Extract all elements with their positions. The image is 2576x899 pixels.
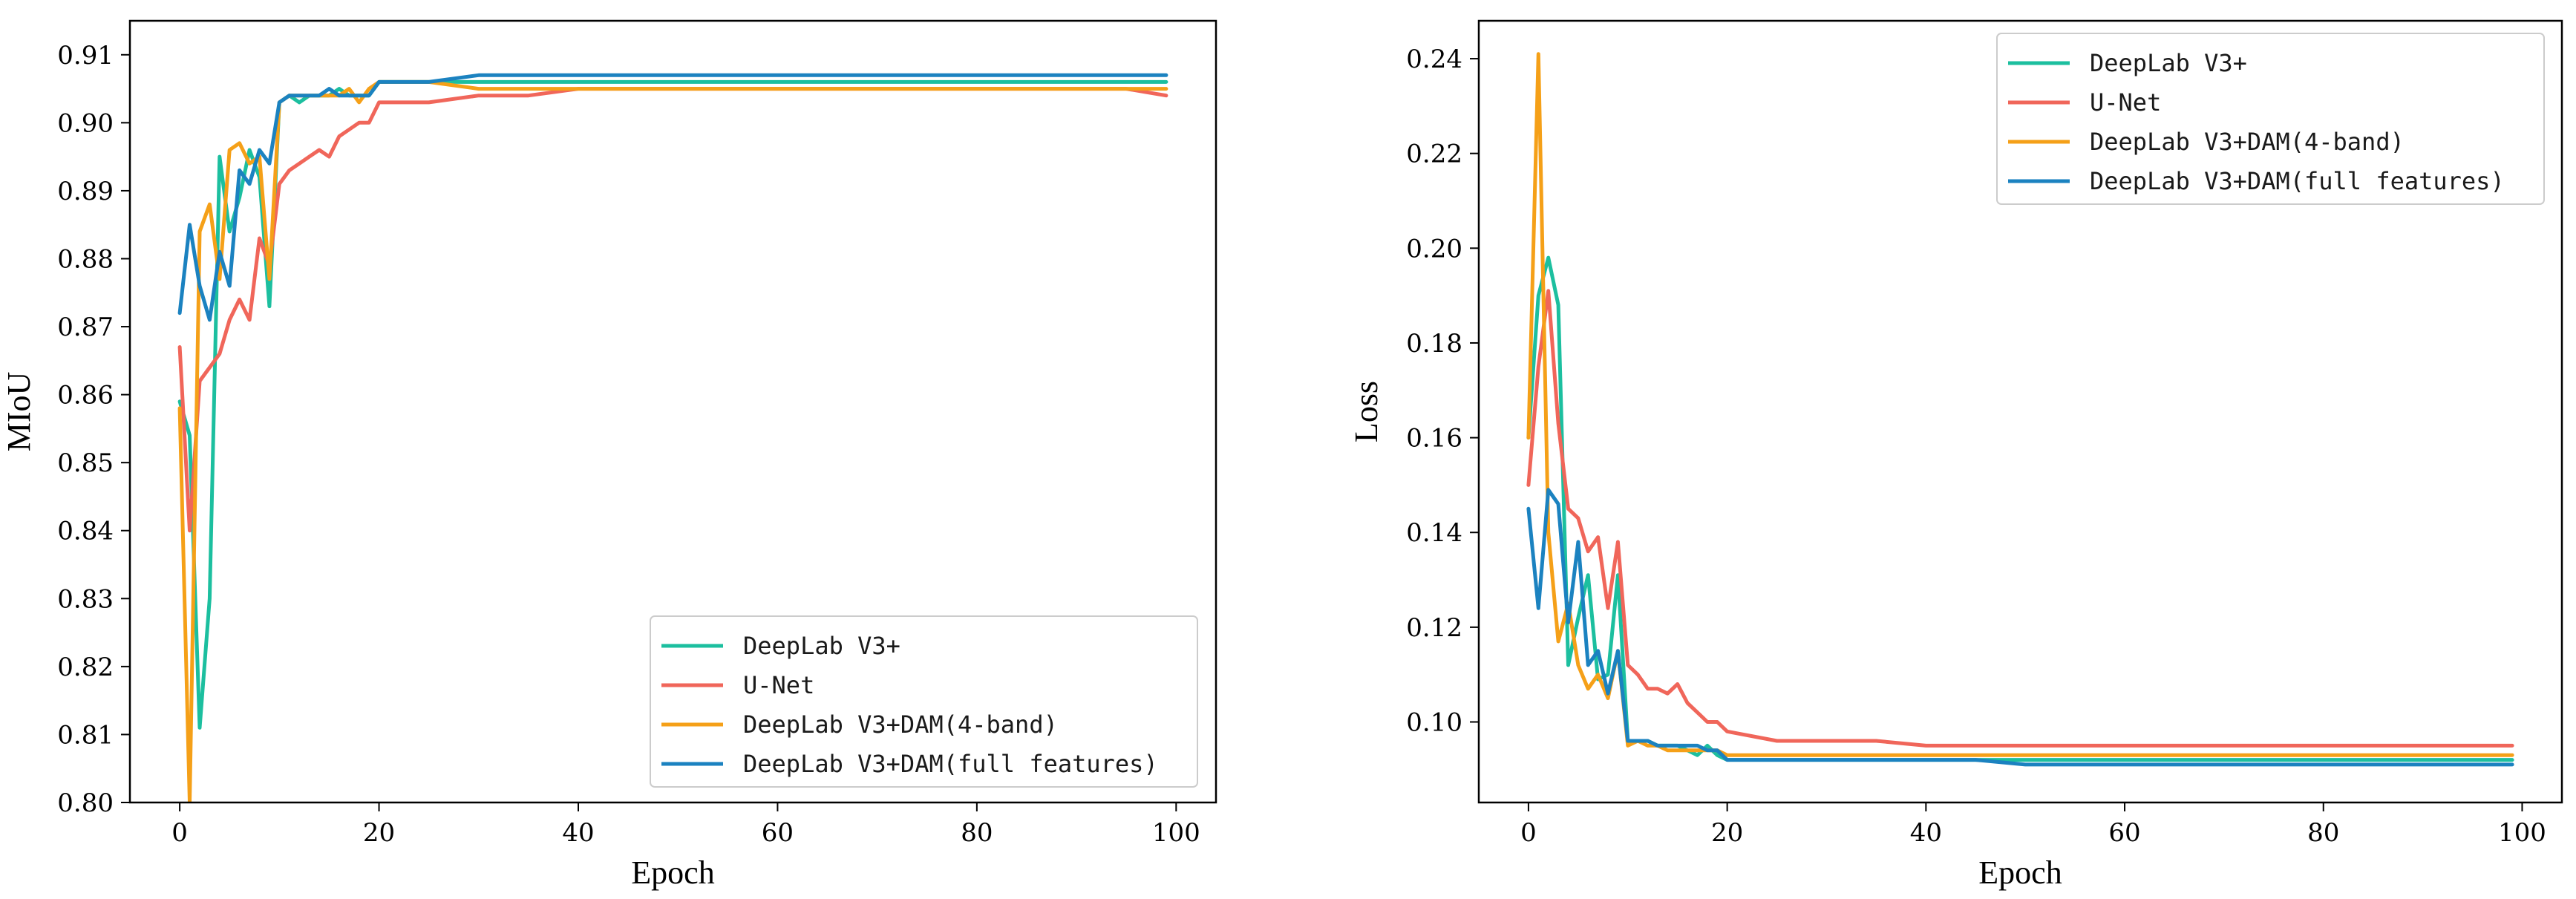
x-tick-label: 0 (171, 818, 188, 848)
y-tick-label: 0.85 (57, 448, 114, 478)
y-tick-label: 0.84 (57, 517, 114, 546)
y-tick-label: 0.82 (57, 653, 114, 682)
y-tick-label: 0.90 (57, 108, 114, 138)
legend-label-1: U-Net (2090, 88, 2161, 117)
y-tick-label: 0.88 (57, 244, 114, 274)
legend: DeepLab V3+ U-Net DeepLab V3+DAM(4-band) De… (650, 615, 1198, 788)
x-tick-label: 0 (1520, 818, 1537, 848)
y-axis-label: MIoU (1, 372, 37, 452)
axes-frame (1477, 19, 2563, 804)
x-tick-label: 40 (1910, 818, 1942, 848)
legend-label-0: DeepLab V3+ (743, 632, 900, 660)
y-tick-label: 0.81 (57, 720, 114, 750)
y-tick-label: 0.12 (1406, 613, 1462, 643)
legend-box (650, 615, 1198, 788)
loss-chart: 0 20 40 60 80 100 0.10 0.12 0.14 0.16 0.18 0.20 0.22… (1348, 19, 2563, 891)
x-tick-label: 40 (562, 818, 594, 848)
x-tick-label: 60 (762, 818, 794, 848)
series-line-2 (177, 79, 1168, 802)
series-line-1 (1526, 289, 2514, 748)
x-tick-label: 80 (2307, 818, 2339, 848)
series-line-3 (1526, 488, 2514, 767)
series-lines (177, 73, 1168, 802)
y-tick-label: 0.87 (57, 313, 114, 342)
legend-box (1996, 33, 2545, 205)
series-lines (1526, 52, 2514, 767)
y-tick-label: 0.24 (1406, 45, 1462, 74)
y-tick-label: 0.83 (57, 584, 114, 614)
x-tick-label: 60 (2108, 818, 2140, 848)
y-tick-label: 0.91 (57, 41, 114, 71)
x-tick-label: 100 (2498, 818, 2546, 848)
y-tick-label: 0.18 (1406, 329, 1462, 359)
legend-label-0: DeepLab V3+ (2090, 49, 2247, 77)
axes-frame (128, 19, 1217, 804)
miou-chart: 0 20 40 60 80 100 0.80 0.81 0.82 0.83 0.84 0.85 0.86… (1, 19, 1217, 891)
x-axis-label: Epoch (631, 854, 714, 891)
y-tick-label: 0.16 (1406, 424, 1462, 454)
legend-label-2: DeepLab V3+DAM(4-band) (2090, 128, 2405, 156)
x-tick-label: 80 (961, 818, 993, 848)
x-tick-label: 20 (1711, 818, 1743, 848)
legend-label-2: DeepLab V3+DAM(4-band) (743, 710, 1058, 739)
series-line-1 (177, 87, 1168, 533)
y-tick-label: 0.86 (57, 381, 114, 411)
legend: DeepLab V3+ U-Net DeepLab V3+DAM(4-band) De… (1996, 33, 2545, 205)
y-tick-label: 0.14 (1406, 518, 1462, 548)
x-axis-label: Epoch (1978, 854, 2062, 891)
series-line-3 (177, 73, 1168, 322)
x-tick-label: 20 (363, 818, 395, 848)
y-axis-label: Loss (1348, 381, 1385, 442)
y-tick-label: 0.80 (57, 788, 114, 818)
x-tick-label: 100 (1152, 818, 1200, 848)
y-tick-label: 0.10 (1406, 708, 1462, 738)
series-line-0 (1526, 255, 2514, 762)
legend-label-1: U-Net (743, 671, 814, 699)
y-tick-label: 0.20 (1406, 234, 1462, 264)
y-tick-label: 0.22 (1406, 140, 1462, 169)
legend-label-3: DeepLab V3+DAM(full features) (2090, 167, 2505, 195)
legend-label-3: DeepLab V3+DAM(full features) (743, 750, 1158, 778)
y-tick-label: 0.89 (57, 177, 114, 206)
